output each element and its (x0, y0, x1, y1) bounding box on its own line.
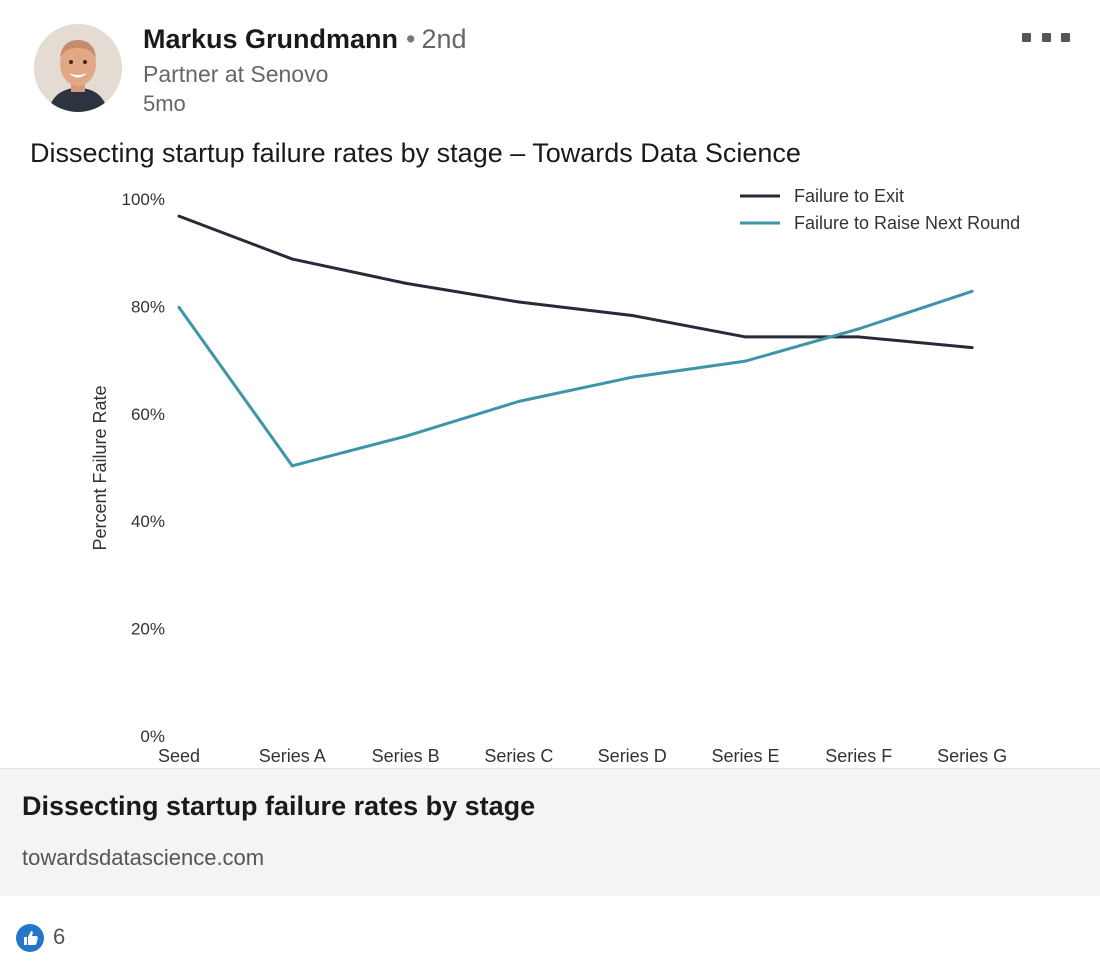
data-point (177, 305, 181, 309)
data-point (970, 289, 974, 293)
link-title[interactable]: Dissecting startup failure rates by stag… (22, 791, 536, 821)
legend-label: Failure to Raise Next Round (794, 213, 1020, 233)
y-axis-label: Percent Failure Rate (90, 385, 110, 550)
link-preview-card[interactable]: Dissecting startup failure rates by stag… (0, 768, 1100, 896)
data-point (970, 346, 974, 350)
x-tick-label: Series B (372, 746, 440, 766)
data-point (857, 335, 861, 339)
y-tick-label: 100% (122, 190, 165, 209)
more-dot-icon (1061, 32, 1070, 42)
data-point (517, 300, 521, 304)
series-line-failure-to-exit (178, 214, 973, 350)
connection-degree: 2nd (421, 24, 467, 54)
legend-label: Failure to Exit (794, 186, 904, 206)
social-counts-bar (0, 905, 1100, 964)
x-tick-label: Series F (825, 746, 892, 766)
more-options-button[interactable] (1022, 28, 1070, 46)
post-text: Dissecting startup failure rates by stag… (30, 138, 801, 168)
x-tick-label: Series G (937, 746, 1007, 766)
data-point (404, 434, 408, 438)
x-tick-label: Seed (158, 746, 200, 766)
more-dot-icon (1022, 32, 1031, 42)
data-point (404, 281, 408, 285)
author-name[interactable]: Markus Grundmann (143, 24, 399, 54)
avatar-photo (34, 24, 122, 112)
x-tick-label: Series C (484, 746, 553, 766)
y-tick-label: 0% (140, 727, 165, 746)
y-tick-label: 20% (131, 620, 165, 639)
data-point (630, 313, 634, 317)
data-point (857, 327, 861, 331)
thumbs-up-icon[interactable] (16, 924, 44, 952)
data-point (630, 375, 634, 379)
post-header: Markus Grundmann • 2nd Partner at Senovo 5… (0, 0, 1100, 130)
data-point (744, 359, 747, 363)
chart-background (0, 180, 1100, 768)
data-point (517, 399, 521, 403)
y-tick-label: 80% (131, 297, 165, 316)
data-point (290, 464, 294, 468)
data-point (177, 214, 181, 218)
author-avatar[interactable] (34, 24, 122, 112)
like-count[interactable]: 6 (53, 924, 66, 949)
x-tick-label: Series D (598, 746, 667, 766)
more-dot-icon (1041, 32, 1051, 42)
x-tick-label: Series A (259, 746, 326, 766)
author-headline: Partner at Senovo (143, 61, 329, 87)
line-chart[interactable]: 0% 20% 40% 60% 80% 100% Seed Series A Series B Se… (0, 180, 1100, 768)
author-name-line[interactable]: Markus Grundmann • 2nd (143, 24, 467, 55)
link-domain: towardsdatascience.com (22, 845, 265, 870)
y-tick-label: 40% (131, 512, 165, 531)
separator-dot: • (406, 24, 416, 54)
x-tick-label: Series E (711, 746, 779, 766)
data-point (290, 257, 294, 261)
data-point (744, 335, 747, 339)
post-age: 5mo (143, 91, 186, 116)
series-line-failure-to-raise (177, 289, 973, 468)
y-tick-label: 60% (131, 405, 165, 424)
